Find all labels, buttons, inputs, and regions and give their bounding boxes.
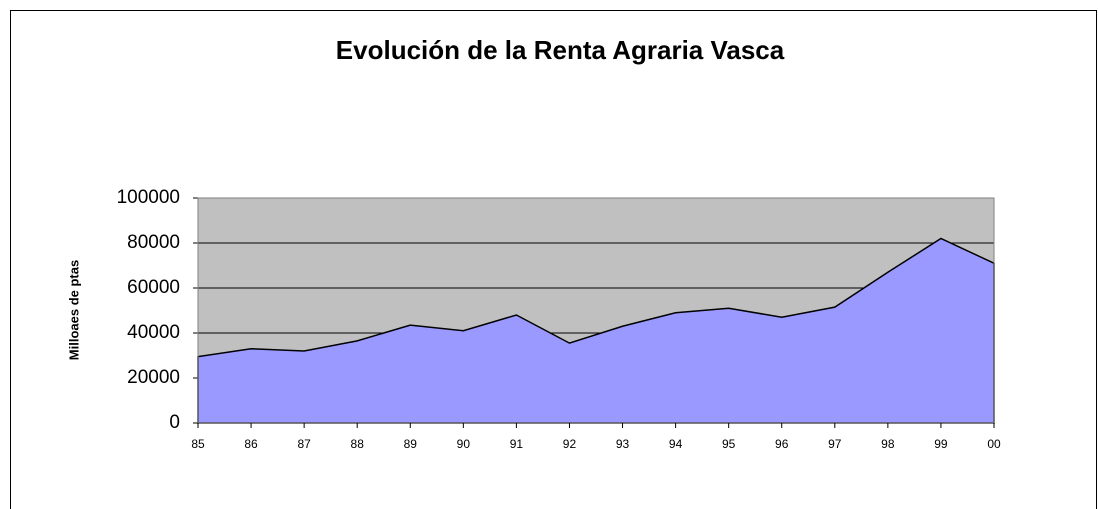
x-tick-label: 92 [563,437,577,451]
x-tick-label: 86 [244,437,258,451]
x-tick-label: 85 [191,437,205,451]
x-tick-label: 96 [775,437,789,451]
x-tick-label: 90 [457,437,471,451]
x-tick-label: 94 [669,437,683,451]
y-tick-label: 20000 [127,367,180,388]
y-tick-label: 60000 [127,277,180,298]
x-tick-label: 91 [510,437,524,451]
x-tick-label: 97 [828,437,842,451]
y-tick-label: 0 [169,412,180,433]
y-tick-label: 40000 [127,322,180,343]
x-tick-label: 89 [404,437,418,451]
y-tick-label: 100000 [117,187,180,208]
x-tick-label: 93 [616,437,630,451]
x-tick-label: 98 [881,437,895,451]
x-tick-label: 00 [987,437,1001,451]
x-tick-label: 99 [934,437,948,451]
chart-title: Evolución de la Renta Agraria Vasca [336,35,785,65]
plot-border [197,197,995,424]
y-tick-label: 80000 [127,232,180,253]
x-tick-label: 95 [722,437,736,451]
x-tick-label: 87 [297,437,311,451]
x-tick-label: 88 [351,437,365,451]
y-axis-label: Milloaes de ptas [66,260,81,360]
chart-frame [10,10,1097,509]
area [197,237,995,424]
